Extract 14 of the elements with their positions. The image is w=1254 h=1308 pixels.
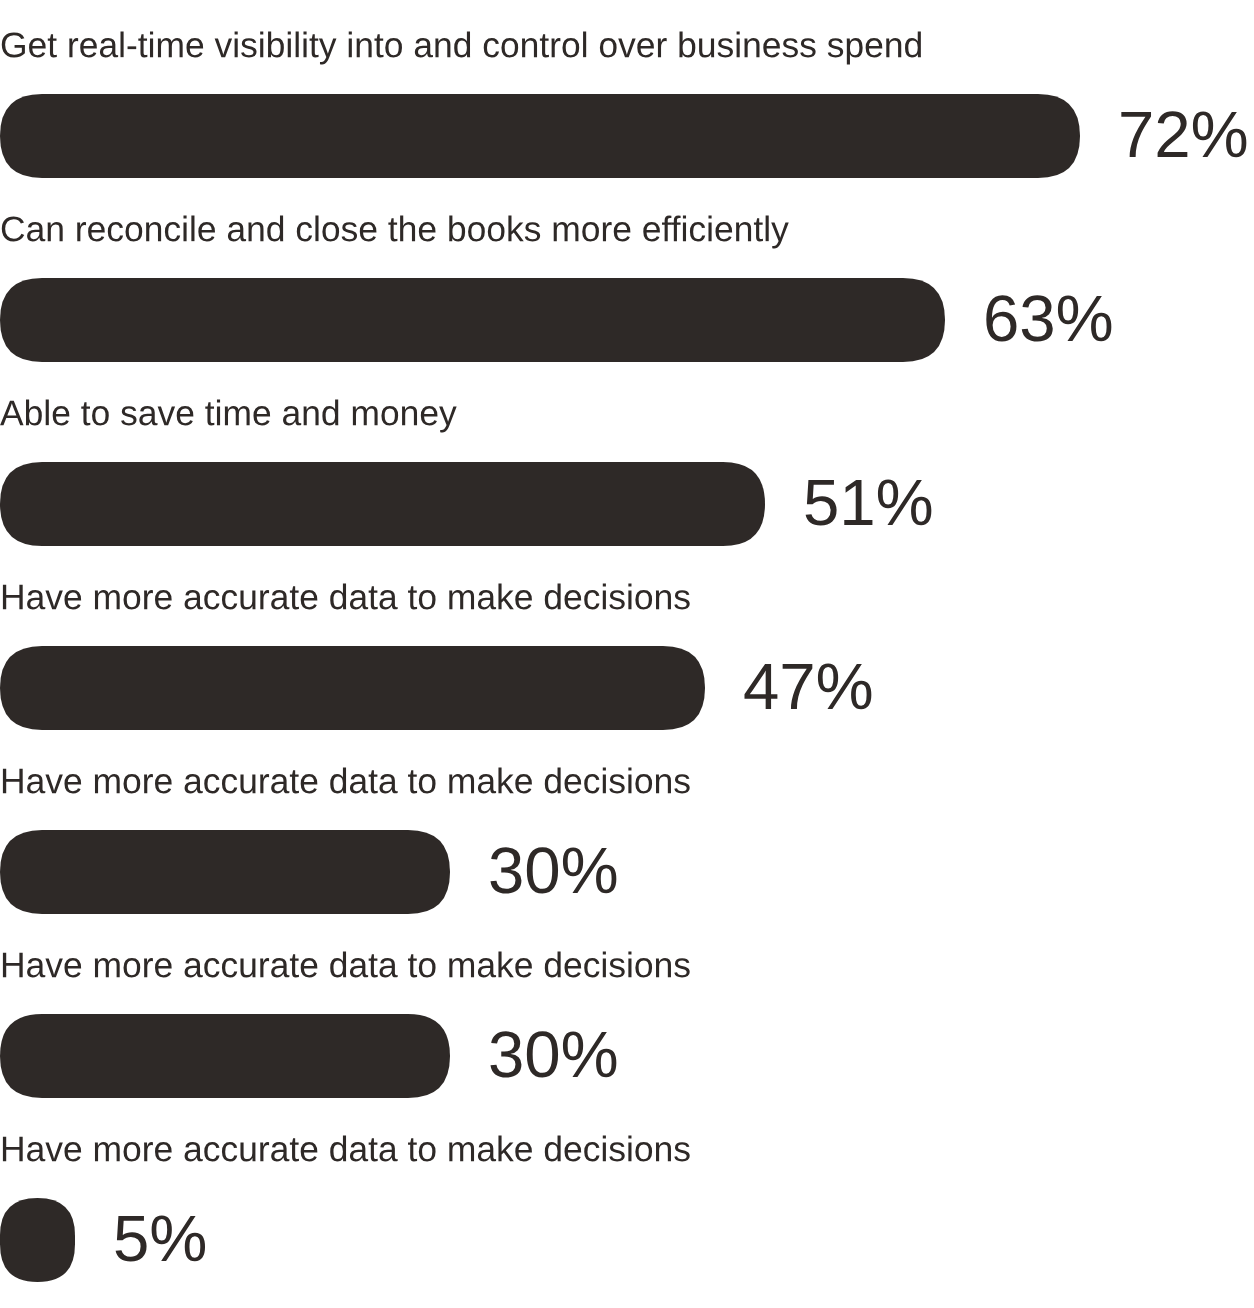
data-label: 72% [1121,111,1247,158]
data-label: 5% [115,1215,206,1262]
data-label: 30% [490,1031,617,1078]
y-tick-label: Can reconcile and close the books more efficiently [1,215,789,249]
data-label: 30% [490,847,617,894]
y-tick-label: Get real-time visibility into and control over business spend [1,31,921,65]
data-label: 63% [986,295,1112,342]
y-tick-label: Have more accurate data to make decisions [2,767,690,794]
data-label: 47% [744,663,872,710]
y-tick-label: Have more accurate data to make decisions [2,583,690,610]
y-tick-label: Have more accurate data to make decisions [2,951,690,978]
y-tick-label: Able to save time and money [0,399,457,433]
data-label: 51% [805,479,932,526]
y-tick-label: Have more accurate data to make decisions [2,1135,690,1162]
